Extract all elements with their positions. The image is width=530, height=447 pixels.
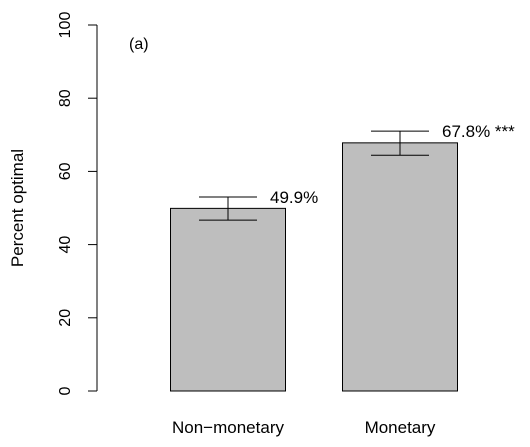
y-axis-ticks: 0 20 40 60 80 100 [57, 12, 97, 395]
bars-group [170, 142, 458, 392]
y-axis-title: Percent optimal [8, 149, 27, 267]
panel-label: (a) [129, 36, 149, 53]
y-tick-label: 60 [57, 162, 74, 180]
bar [342, 142, 458, 392]
x-tick-label: Non−monetary [172, 418, 284, 437]
x-tick-labels-group: Non−monetary Monetary [172, 418, 436, 437]
error-bar [371, 130, 429, 156]
y-tick-label: 20 [57, 309, 74, 327]
error-bar [199, 196, 257, 221]
y-tick-label: 100 [57, 12, 74, 39]
value-label: 67.8% *** [442, 122, 515, 141]
y-tick-label: 80 [57, 89, 74, 107]
y-tick-label: 0 [57, 386, 74, 395]
x-tick-label: Monetary [365, 418, 436, 437]
value-labels-group: 49.9% 67.8% *** [270, 122, 515, 207]
error-bars-group [199, 130, 429, 221]
y-axis: 0 20 40 60 80 100 [57, 12, 98, 395]
value-label: 49.9% [270, 188, 318, 207]
y-tick-label: 40 [57, 236, 74, 254]
bar [170, 207, 286, 392]
